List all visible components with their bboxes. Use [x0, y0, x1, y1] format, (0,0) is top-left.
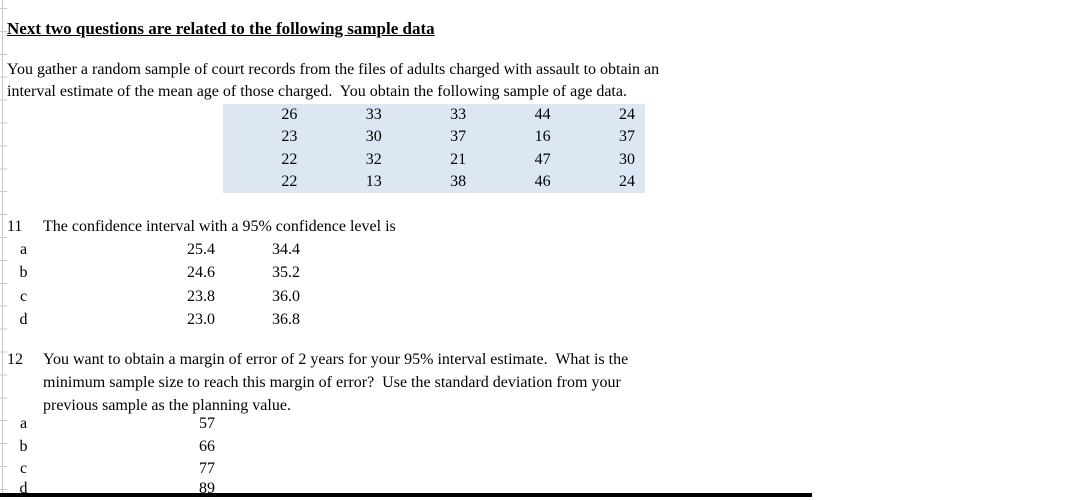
q11-option-b[interactable]: b 24.6 35.2 — [0, 263, 320, 284]
q12-option-a[interactable]: a 57 — [0, 414, 320, 435]
option-value: 66 — [199, 438, 215, 455]
option-value: 89 — [199, 480, 215, 497]
option-upper-bound: 35.2 — [272, 264, 300, 281]
option-letter: a — [19, 415, 28, 432]
table-cell[interactable]: 22 — [281, 150, 298, 168]
table-cell[interactable]: 46 — [534, 172, 551, 190]
table-cell[interactable]: 33 — [365, 106, 382, 124]
table-cell[interactable]: 23 — [281, 128, 298, 146]
table-cell[interactable]: 16 — [534, 128, 551, 146]
table-cell[interactable]: 33 — [450, 106, 467, 124]
table-row: 23 30 37 16 37 — [223, 126, 645, 148]
option-value: 77 — [199, 460, 215, 477]
table-cell[interactable]: 24 — [618, 172, 635, 190]
table-cell[interactable]: 44 — [534, 106, 551, 124]
option-lower-bound: 25.4 — [187, 241, 215, 258]
left-gridline — [2, 0, 3, 497]
table-cell[interactable]: 37 — [450, 128, 467, 146]
option-lower-bound: 23.0 — [187, 311, 215, 328]
table-row: 22 13 38 46 24 — [223, 171, 645, 193]
table-cell[interactable]: 32 — [365, 150, 382, 168]
question-12-number: 12 — [7, 351, 23, 368]
intro-paragraph-line2: interval estimate of the mean age of tho… — [7, 83, 627, 100]
row-gridline-ticks — [0, 0, 7, 494]
q11-option-c[interactable]: c 23.8 36.0 — [0, 287, 320, 308]
option-letter: c — [19, 460, 28, 477]
q12-option-d[interactable]: d 89 — [0, 479, 320, 500]
option-lower-bound: 23.8 — [187, 288, 215, 305]
option-letter: b — [19, 264, 28, 281]
q12-option-b[interactable]: b 66 — [0, 437, 320, 458]
option-letter: d — [19, 480, 28, 497]
section-title: Next two questions are related to the fo… — [7, 19, 435, 38]
option-letter: d — [19, 311, 28, 328]
q11-option-d[interactable]: d 23.0 36.8 — [0, 310, 320, 331]
table-cell[interactable]: 47 — [534, 150, 551, 168]
table-cell[interactable]: 24 — [618, 106, 635, 124]
table-cell[interactable]: 21 — [450, 150, 467, 168]
option-letter: b — [19, 438, 28, 455]
question-11-number: 11 — [7, 218, 23, 235]
option-upper-bound: 36.0 — [272, 288, 300, 305]
intro-paragraph-line1: You gather a random sample of court reco… — [7, 61, 660, 78]
table-row: 22 32 21 47 30 — [223, 149, 645, 171]
table-cell[interactable]: 37 — [618, 128, 635, 146]
option-upper-bound: 36.8 — [272, 311, 300, 328]
table-cell[interactable]: 30 — [618, 150, 635, 168]
table-row: 26 33 33 44 24 — [223, 104, 645, 126]
option-upper-bound: 34.4 — [272, 241, 300, 258]
question-11-text: The confidence interval with a 95% confi… — [43, 218, 396, 235]
table-cell[interactable]: 38 — [450, 172, 467, 190]
q12-option-c[interactable]: c 77 — [0, 459, 320, 480]
option-lower-bound: 24.6 — [187, 264, 215, 281]
question-12-text-line1: You want to obtain a margin of error of … — [43, 351, 629, 368]
table-cell[interactable]: 13 — [365, 172, 382, 190]
option-value: 57 — [199, 415, 215, 432]
question-12-text-line2: minimum sample size to reach this margin… — [43, 374, 621, 391]
sample-data-table: 26 33 33 44 24 23 30 37 16 37 22 32 21 4… — [223, 104, 645, 193]
question-12-text-line3: previous sample as the planning value. — [43, 397, 291, 414]
table-cell[interactable]: 22 — [281, 172, 298, 190]
q11-option-a[interactable]: a 25.4 34.4 — [0, 240, 320, 261]
option-letter: c — [19, 288, 28, 305]
bottom-border-rule — [0, 493, 812, 497]
table-cell[interactable]: 26 — [281, 106, 298, 124]
option-letter: a — [19, 241, 28, 258]
table-cell[interactable]: 30 — [365, 128, 382, 146]
